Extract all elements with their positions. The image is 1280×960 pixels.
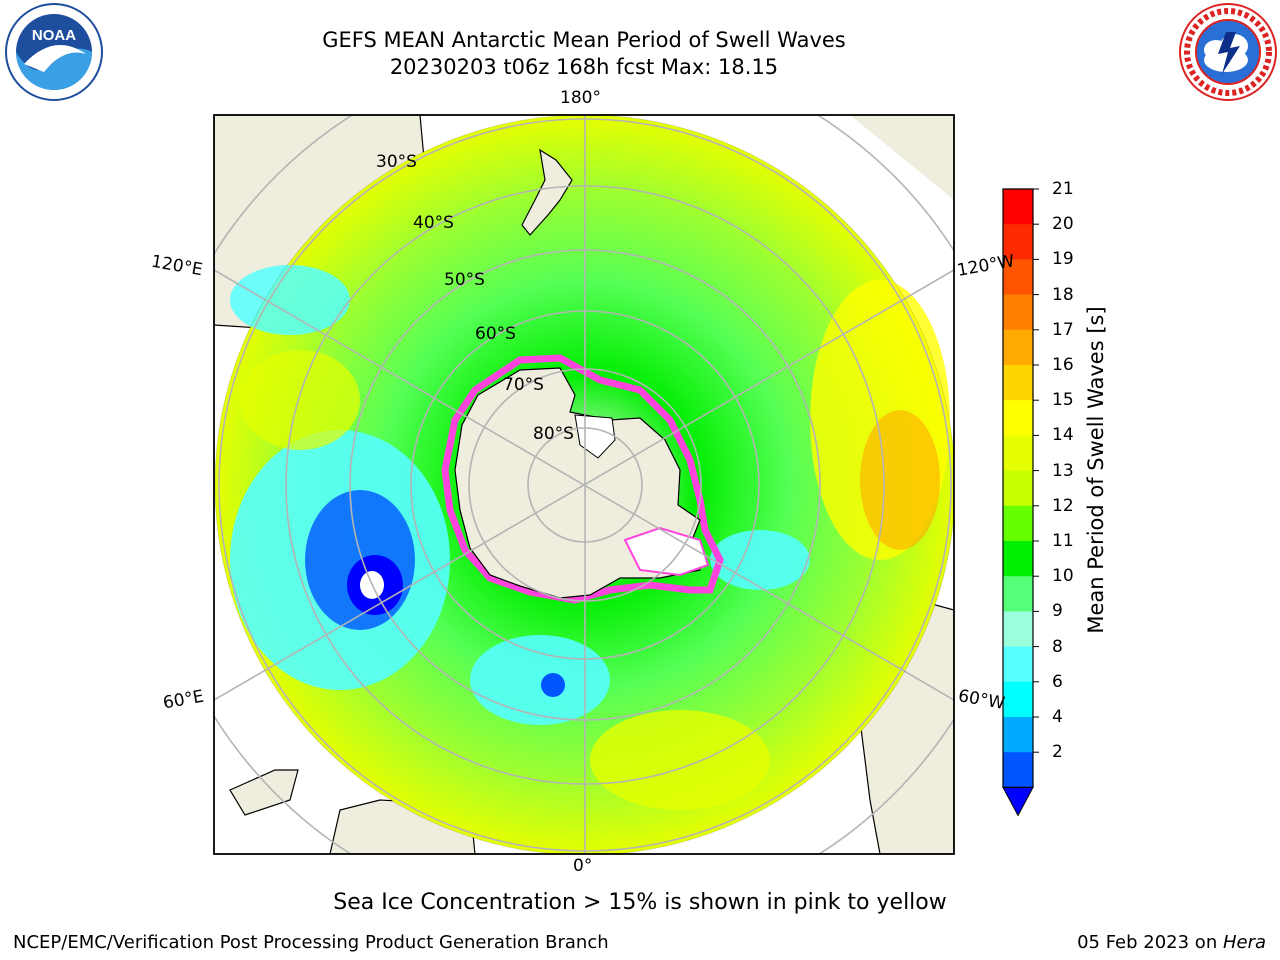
colorbar-tick-label: 2 — [1052, 742, 1063, 763]
colorbar-segment — [1003, 505, 1033, 542]
chart-title: GEFS MEAN Antarctic Mean Period of Swell… — [322, 28, 846, 52]
map-frame — [213, 114, 955, 855]
lat-label-70s: 70°S — [503, 375, 544, 395]
lat-label-60s: 60°S — [475, 324, 516, 344]
colorbar-tick-label: 4 — [1052, 707, 1063, 727]
colorbar-tick-label: 14 — [1052, 425, 1074, 446]
colorbar-extend-arrow — [1002, 786, 1034, 817]
madagascar-land — [229, 769, 299, 816]
colorbar-segment — [1003, 752, 1033, 788]
upper-right-land — [850, 115, 954, 200]
colorbar-segment — [1003, 400, 1033, 436]
run-date-text: 05 Feb 2023 on — [1077, 932, 1223, 953]
colorbar-tick-label: 8 — [1052, 636, 1063, 657]
graticule — [214, 115, 954, 854]
colorbar-tick-label: 6 — [1052, 671, 1063, 692]
lon-label-0: 0° — [573, 856, 593, 876]
lon-label-180: 180° — [560, 88, 601, 108]
noaa-logo-text: NOAA — [32, 27, 76, 44]
colorbar-frame — [1002, 188, 1034, 788]
colorbar-segment — [1003, 435, 1033, 472]
colorbar-tick-label: 21 — [1052, 179, 1074, 199]
lat-label-40s: 40°S — [413, 213, 454, 233]
colorbar-tick-label: 20 — [1052, 214, 1074, 235]
colorbar-segment — [1003, 541, 1033, 577]
lat-label-80s: 80°S — [533, 424, 574, 444]
colorbar-segment — [1003, 259, 1033, 296]
colorbar-segment — [1003, 681, 1033, 718]
colorbar-tick-label: 18 — [1052, 284, 1074, 305]
sea-ice-note: Sea Ice Concentration > 15% is shown in … — [333, 890, 947, 915]
colorbar-tick-label: 9 — [1052, 601, 1063, 622]
colorbar-tick-label: 13 — [1052, 460, 1074, 481]
host-name: Hera — [1222, 932, 1266, 953]
swell-patch-yellow-atlantic — [590, 710, 770, 810]
colorbar-segment — [1003, 470, 1033, 507]
noaa-logo-icon: NOAA — [5, 3, 103, 101]
colorbar-segment — [1003, 189, 1033, 225]
colorbar-tick-label: 16 — [1052, 355, 1074, 375]
sea-ice-edge — [441, 354, 724, 604]
colorbar-tick-label: 19 — [1052, 249, 1074, 270]
colorbar-tick-label: 15 — [1052, 390, 1074, 411]
colorbar-tick-label: 12 — [1052, 495, 1074, 516]
swell-patch-cyan-drake — [710, 530, 810, 590]
colorbar-segment — [1003, 576, 1033, 612]
colorbar-tick-label: 17 — [1052, 319, 1074, 340]
colorbar-segment — [1003, 294, 1033, 331]
colorbar-segment — [1003, 646, 1033, 683]
nws-logo-icon — [1179, 3, 1277, 101]
colorbar-segment — [1003, 224, 1033, 260]
colorbar — [1002, 188, 1039, 817]
colorbar-segment — [1003, 329, 1033, 366]
lat-label-30s: 30°S — [376, 152, 417, 172]
colorbar-label: Mean Period of Swell Waves [s] — [1084, 306, 1108, 634]
swell-patch-cyan-atlantic — [470, 635, 610, 725]
run-date: 05 Feb 2023 on Hera — [1077, 932, 1266, 953]
colorbar-tick-label: 11 — [1052, 531, 1074, 551]
colorbar-tick-label: 10 — [1052, 566, 1074, 587]
lat-label-50s: 50°S — [444, 270, 485, 290]
colorbar-segment — [1003, 611, 1033, 648]
chart-subtitle: 20230203 t06z 168h fcst Max: 18.15 — [389, 55, 779, 79]
producer-credit: NCEP/EMC/Verification Post Processing Pr… — [13, 932, 609, 953]
swell-patch-yellow-tasman — [240, 350, 360, 450]
colorbar-segment — [1003, 365, 1033, 401]
colorbar-segment — [1003, 717, 1033, 753]
